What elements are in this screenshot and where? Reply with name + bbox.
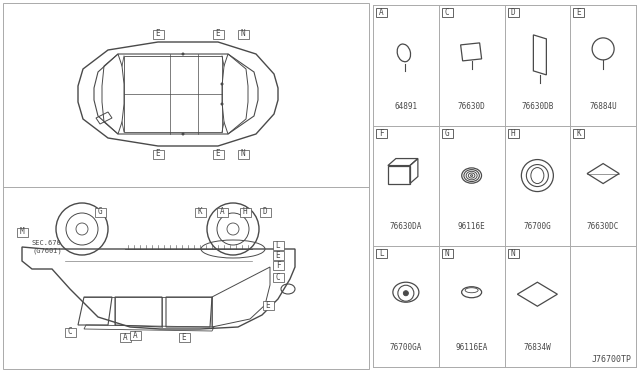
Text: L: L (276, 241, 280, 250)
Text: N: N (241, 29, 245, 38)
Bar (442, 129, 452, 138)
Text: N: N (241, 150, 245, 158)
Bar (508, 249, 518, 258)
Bar (259, 208, 271, 217)
Text: H: H (511, 129, 515, 138)
Bar (179, 333, 189, 341)
Text: C: C (445, 8, 449, 17)
Bar (124, 56, 222, 132)
Bar (120, 333, 131, 341)
Text: 64891: 64891 (394, 102, 417, 110)
Bar (95, 208, 106, 217)
Bar (129, 330, 141, 340)
Text: 96116E: 96116E (458, 222, 486, 231)
Circle shape (221, 83, 223, 86)
Text: 76834W: 76834W (524, 343, 551, 352)
Text: E: E (266, 301, 270, 310)
Bar (376, 249, 387, 258)
Circle shape (182, 132, 184, 135)
Bar (573, 129, 584, 138)
Text: (G760I): (G760I) (32, 248, 61, 254)
Text: E: E (156, 150, 160, 158)
Text: F: F (276, 260, 280, 269)
Text: 96116EA: 96116EA (456, 343, 488, 352)
Bar (152, 150, 163, 158)
Bar (442, 8, 452, 17)
Bar (273, 241, 284, 250)
Text: N: N (511, 249, 515, 258)
Text: E: E (577, 8, 581, 17)
Circle shape (403, 291, 408, 296)
Bar (573, 8, 584, 17)
Text: D: D (262, 208, 268, 217)
Bar (508, 8, 518, 17)
Bar (442, 249, 452, 258)
Bar (65, 327, 76, 337)
Text: 76630D: 76630D (458, 102, 486, 110)
Text: A: A (132, 330, 138, 340)
Bar (212, 150, 223, 158)
Text: 76630DC: 76630DC (587, 222, 620, 231)
Circle shape (182, 52, 184, 55)
Bar (262, 301, 273, 310)
Text: K: K (198, 208, 202, 217)
Text: E: E (156, 29, 160, 38)
Text: C: C (276, 273, 280, 282)
Text: 76700GA: 76700GA (390, 343, 422, 352)
Bar (376, 8, 387, 17)
Text: 76630DA: 76630DA (390, 222, 422, 231)
Text: 76630DB: 76630DB (521, 102, 554, 110)
Bar (273, 273, 284, 282)
Bar (239, 208, 250, 217)
Text: 76884U: 76884U (589, 102, 617, 110)
Text: K: K (577, 129, 581, 138)
Bar (273, 250, 284, 260)
Text: J76700TP: J76700TP (592, 355, 632, 364)
Text: E: E (182, 333, 186, 341)
Bar (508, 129, 518, 138)
Text: H: H (243, 208, 247, 217)
Bar (216, 208, 227, 217)
Text: D: D (511, 8, 515, 17)
Text: G: G (98, 208, 102, 217)
Bar (17, 228, 28, 237)
Text: N: N (445, 249, 449, 258)
Text: E: E (216, 150, 220, 158)
Text: E: E (216, 29, 220, 38)
Text: G: G (445, 129, 449, 138)
Text: E: E (276, 250, 280, 260)
Text: C: C (68, 327, 72, 337)
Text: A: A (220, 208, 224, 217)
Text: L: L (379, 249, 384, 258)
Text: F: F (379, 129, 384, 138)
Text: A: A (123, 333, 127, 341)
Text: M: M (20, 228, 24, 237)
Bar (237, 150, 248, 158)
Text: SEC.670: SEC.670 (32, 240, 61, 246)
Bar (3, 3, 369, 369)
Bar (212, 29, 223, 38)
Text: 76700G: 76700G (524, 222, 551, 231)
Bar (152, 29, 163, 38)
Bar (273, 260, 284, 269)
Text: A: A (379, 8, 384, 17)
Bar (195, 208, 205, 217)
Circle shape (221, 103, 223, 106)
Bar (376, 129, 387, 138)
Bar (237, 29, 248, 38)
